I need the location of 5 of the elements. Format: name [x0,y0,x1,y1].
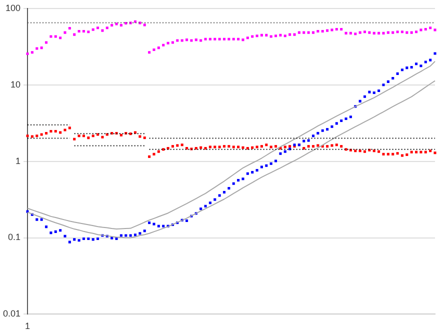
y-tick-label: 0.01 [2,308,21,319]
y-tick-label: 100 [5,2,21,13]
y-tick-label: 10 [10,79,21,90]
y-tick-label: 1 [16,156,21,166]
y-tick-label: 0.1 [8,232,21,242]
